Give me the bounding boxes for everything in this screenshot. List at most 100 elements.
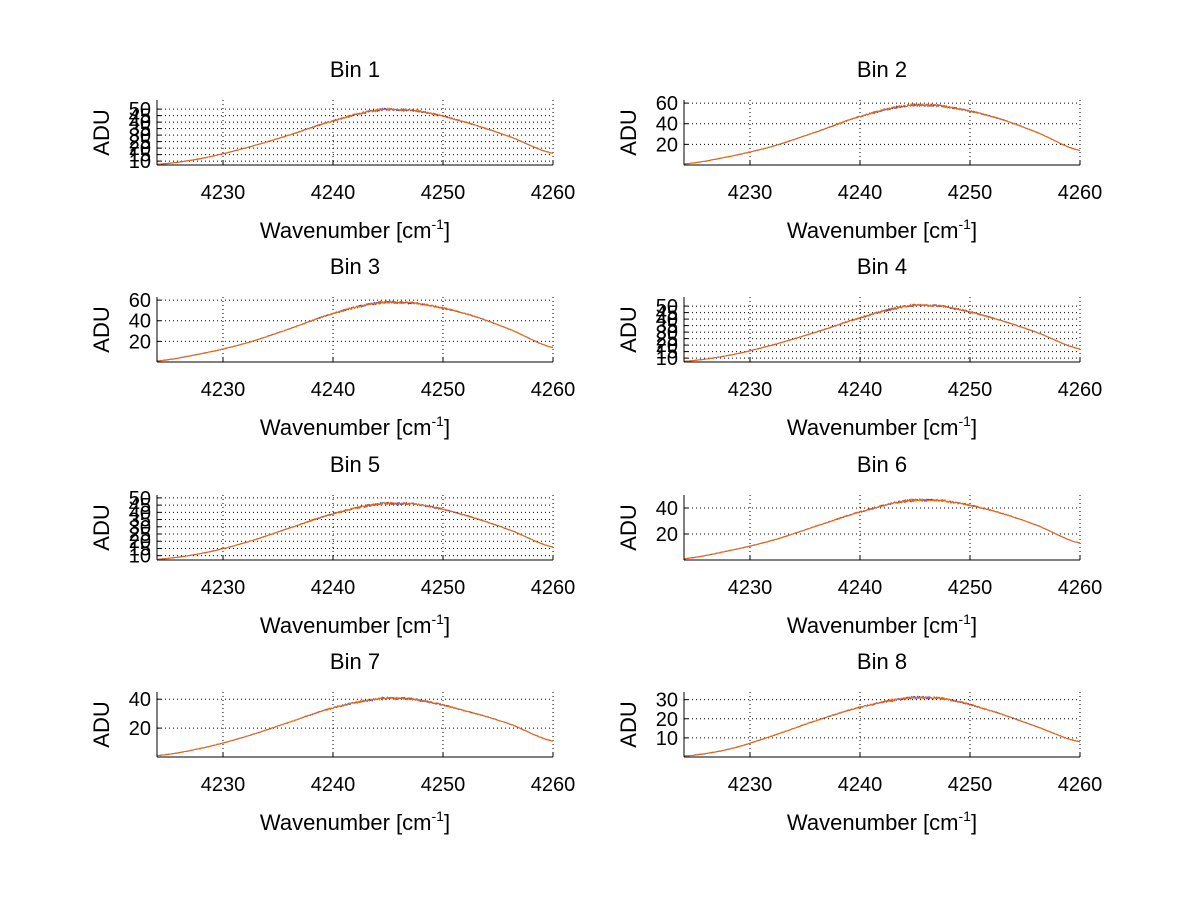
x-tick-label: 4230 (201, 577, 246, 599)
x-tick-label: 4240 (838, 379, 883, 401)
x-tick-label: 4250 (421, 379, 466, 401)
y-axis-label: ADU (616, 701, 641, 747)
y-axis-label: ADU (616, 109, 641, 155)
x-axis-label-superscript: -1 (432, 216, 445, 232)
x-axis-label-end: ] (971, 613, 977, 638)
x-tick-label: 4230 (728, 577, 773, 599)
y-tick-label: 20 (129, 531, 151, 553)
x-axis-label-end: ] (971, 415, 977, 440)
panel-title: Bin 4 (857, 254, 907, 279)
x-axis-label-superscript: -1 (959, 413, 972, 429)
x-axis-label-main: Wavenumber [cm (260, 613, 432, 638)
x-tick-label: 4250 (948, 577, 993, 599)
x-tick-label: 4240 (311, 379, 356, 401)
x-tick-label: 4260 (1058, 379, 1103, 401)
y-tick-label: 50 (129, 99, 151, 121)
y-tick-label: 20 (129, 138, 151, 160)
y-tick-label: 10 (656, 348, 678, 370)
y-tick-label: 40 (129, 311, 151, 333)
x-tick-label: 4230 (201, 379, 246, 401)
panel-title: Bin 6 (857, 452, 907, 477)
x-axis-label: Wavenumber [cm-1] (787, 413, 977, 440)
y-tick-label: 20 (656, 335, 678, 357)
x-axis-label: Wavenumber [cm-1] (787, 611, 977, 638)
panel-title: Bin 7 (330, 649, 380, 674)
y-tick-label: 60 (656, 93, 678, 115)
x-axis-label: Wavenumber [cm-1] (260, 808, 450, 835)
plot-area (684, 495, 1080, 560)
x-axis-label-end: ] (971, 218, 977, 243)
x-axis-label: Wavenumber [cm-1] (260, 611, 450, 638)
series-line-b (684, 303, 1080, 362)
panel-title: Bin 2 (857, 57, 907, 82)
x-axis-label-end: ] (444, 810, 450, 835)
x-axis-label-main: Wavenumber [cm (787, 218, 959, 243)
y-tick-label: 35 (129, 119, 151, 141)
y-axis-label: ADU (89, 504, 114, 550)
x-axis-label-superscript: -1 (959, 611, 972, 627)
x-tick-label: 4260 (531, 774, 576, 796)
y-axis-label: ADU (89, 306, 114, 352)
y-tick-label: 35 (656, 316, 678, 338)
y-tick-label: 15 (656, 342, 678, 364)
y-axis-label: ADU (89, 109, 114, 155)
y-tick-label: 30 (656, 690, 678, 712)
panel-title: Bin 8 (857, 649, 907, 674)
y-axis-label: ADU (616, 504, 641, 550)
panel-title: Bin 3 (330, 254, 380, 279)
x-tick-label: 4240 (838, 774, 883, 796)
x-tick-label: 4250 (421, 774, 466, 796)
y-tick-label: 50 (656, 296, 678, 318)
panel-bin-6: 4230 4240 4250 4260 20 40 Bin 6 ADU Wavenumber [… (616, 452, 1102, 638)
plot-area (157, 297, 553, 362)
series-line-b (684, 102, 1080, 165)
y-tick-label: 15 (129, 145, 151, 167)
y-tick-label: 30 (129, 125, 151, 147)
series-line-b (157, 501, 553, 560)
x-axis-label-main: Wavenumber [cm (260, 810, 432, 835)
x-tick-label: 4230 (728, 379, 773, 401)
series-line-b (684, 695, 1080, 757)
panel-bin-7: 4230 4240 4250 4260 20 40 Bin 7 ADU Wavenumber [… (89, 649, 575, 835)
y-axis-label: ADU (616, 306, 641, 352)
y-tick-label: 45 (129, 495, 151, 517)
y-tick-label: 10 (129, 151, 151, 173)
x-axis-label-end: ] (444, 218, 450, 243)
y-tick-label: 35 (129, 510, 151, 532)
x-tick-label: 4230 (728, 182, 773, 204)
x-tick-label: 4240 (311, 182, 356, 204)
y-tick-label: 25 (129, 132, 151, 154)
x-axis-label-main: Wavenumber [cm (787, 415, 959, 440)
series-line-b (157, 106, 553, 165)
x-tick-label: 4250 (948, 379, 993, 401)
y-tick-label: 40 (656, 309, 678, 331)
y-tick-label: 40 (129, 689, 151, 711)
y-tick-label: 45 (129, 106, 151, 128)
plot-area (684, 692, 1080, 757)
y-tick-label: 25 (129, 524, 151, 546)
y-tick-label: 20 (656, 134, 678, 156)
x-axis-label-main: Wavenumber [cm (260, 218, 432, 243)
y-tick-label: 20 (129, 331, 151, 353)
y-tick-label: 40 (656, 498, 678, 520)
x-tick-label: 4250 (421, 182, 466, 204)
x-axis-label-end: ] (444, 613, 450, 638)
x-tick-label: 4240 (311, 577, 356, 599)
x-axis-label-superscript: -1 (432, 808, 445, 824)
y-tick-label: 60 (129, 290, 151, 312)
x-axis-label-main: Wavenumber [cm (787, 613, 959, 638)
y-tick-label: 25 (656, 329, 678, 351)
x-axis-label-superscript: -1 (432, 611, 445, 627)
x-axis-label-superscript: -1 (432, 413, 445, 429)
panel-title: Bin 1 (330, 57, 380, 82)
y-tick-label: 30 (129, 517, 151, 539)
x-tick-label: 4230 (201, 182, 246, 204)
series-line-b (157, 299, 553, 362)
panel-title: Bin 5 (330, 452, 380, 477)
x-tick-label: 4260 (531, 577, 576, 599)
y-tick-label: 50 (129, 488, 151, 510)
x-axis-label: Wavenumber [cm-1] (260, 216, 450, 243)
